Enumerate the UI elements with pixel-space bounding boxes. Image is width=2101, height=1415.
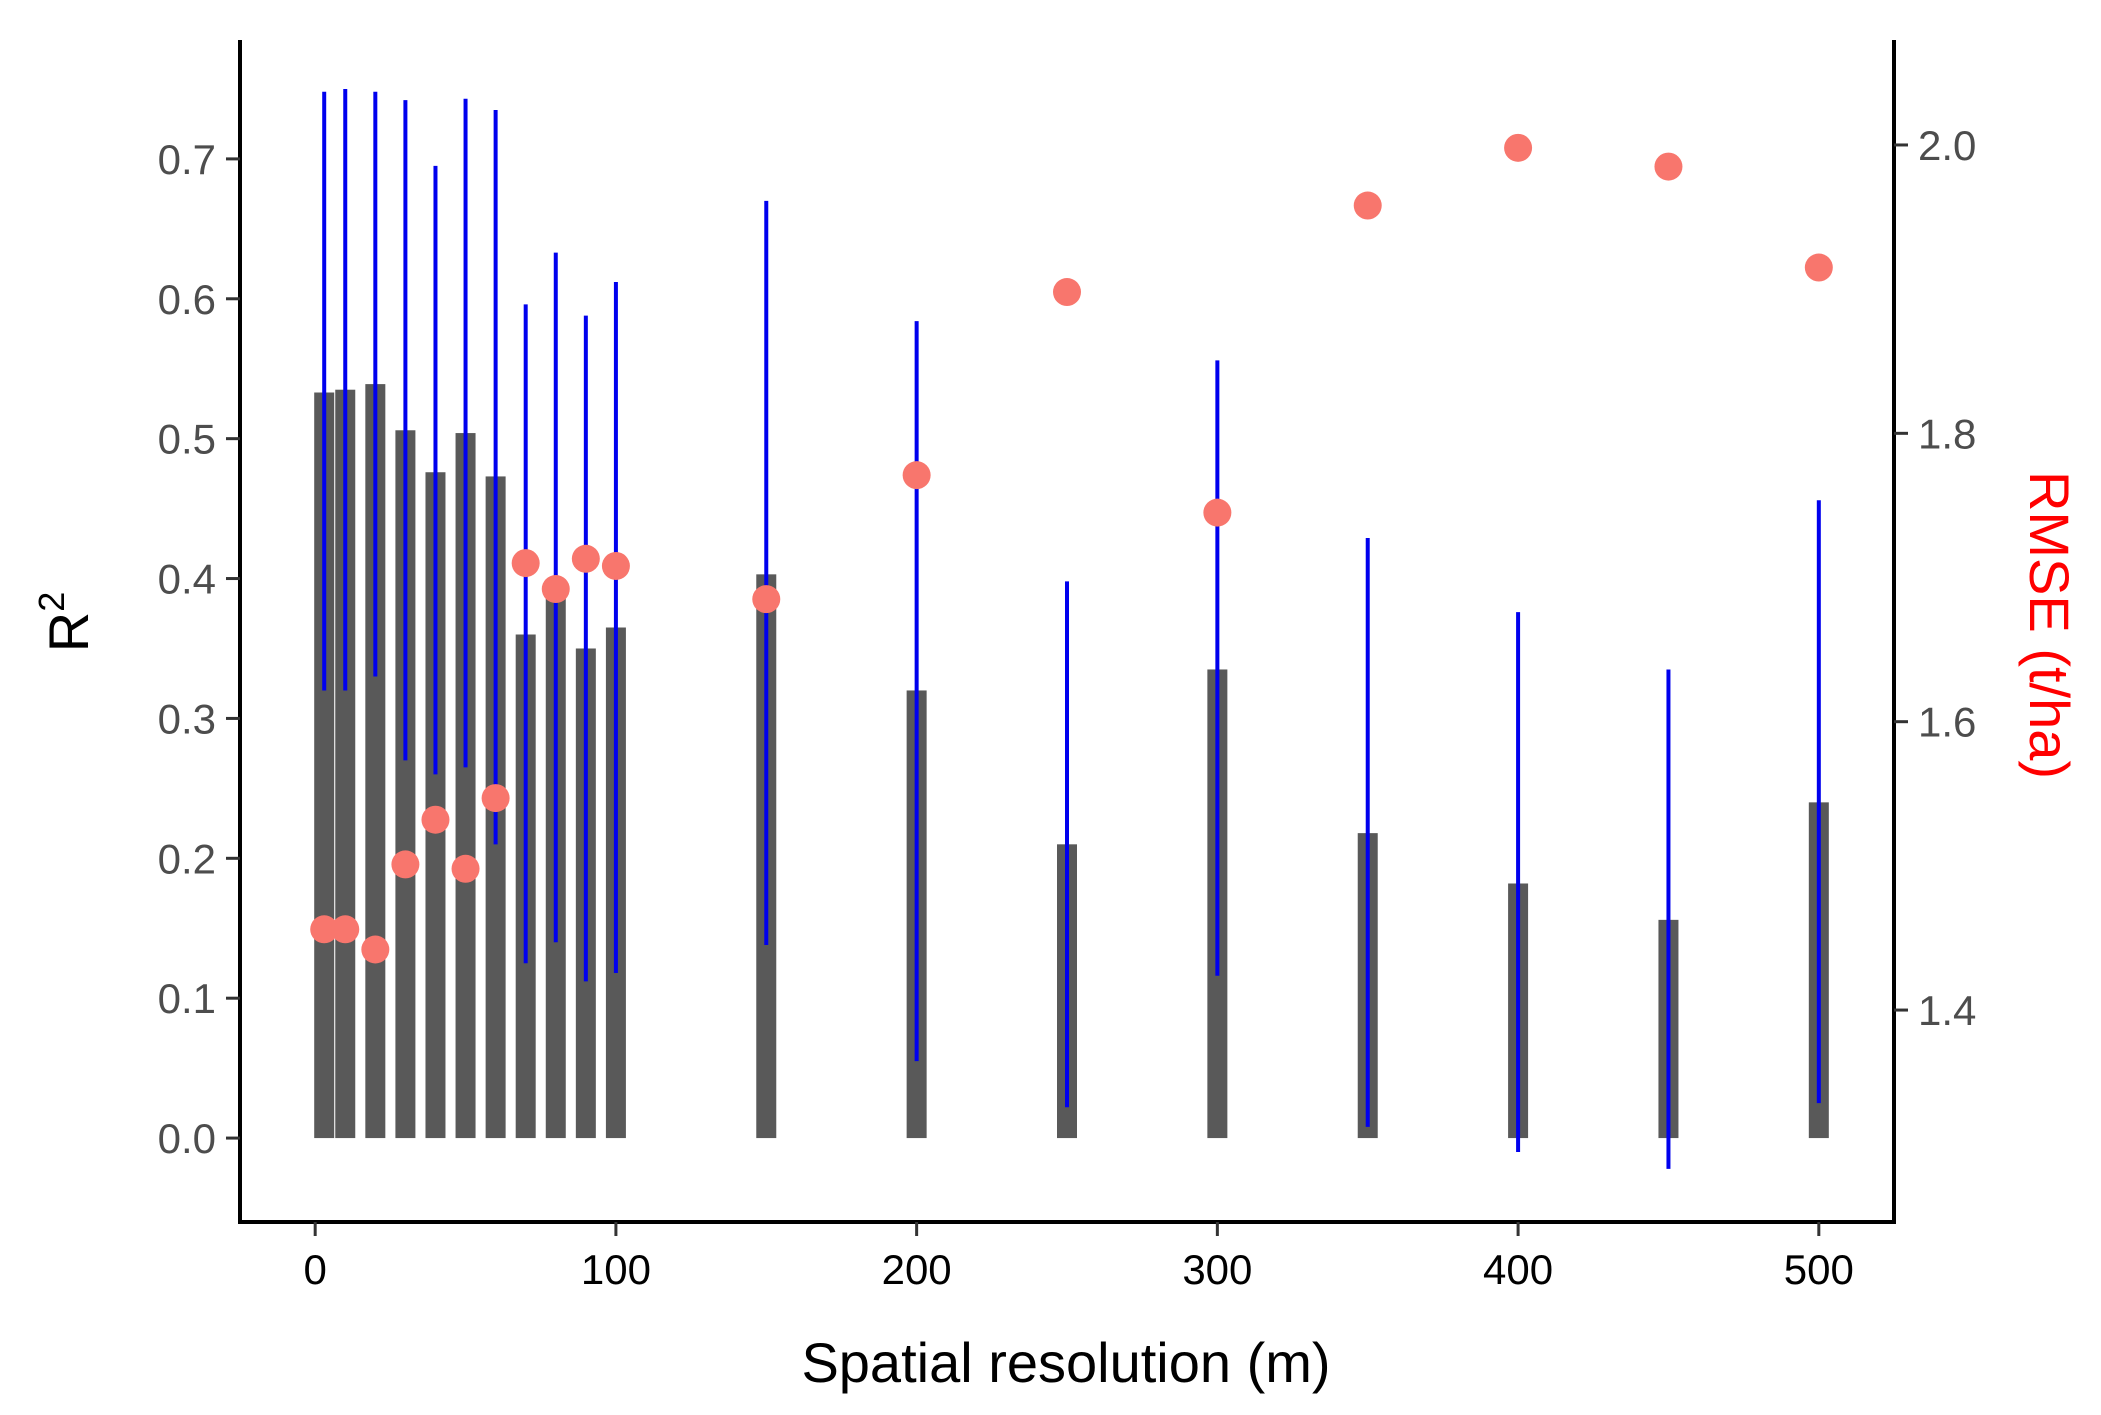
x-axis-title: Spatial resolution (m) <box>801 1331 1330 1394</box>
rmse-point <box>601 551 630 580</box>
y-axis-title-superscript: 2 <box>31 592 72 612</box>
rmse-point <box>310 915 339 944</box>
rmse-point <box>481 784 510 813</box>
rmse-point <box>511 549 540 578</box>
x-tick-label: 200 <box>882 1246 952 1293</box>
y2-tick-label: 1.8 <box>1918 410 1976 457</box>
x-tick-label: 400 <box>1483 1246 1553 1293</box>
r2-bar <box>425 472 446 1139</box>
rmse-point <box>1504 133 1533 162</box>
axes-layer: 0.0 0.1 0.2 0.3 0.4 0.5 0.6 0.7 1.4 1.6 1.8 2.0 0 100… <box>158 40 1976 1293</box>
y2-tick-label: 1.6 <box>1918 699 1976 746</box>
y2-tick-label: 1.4 <box>1918 987 1976 1034</box>
x-tick-label: 100 <box>581 1246 651 1293</box>
r2-bar <box>455 433 476 1139</box>
y-axis-title: R2 <box>31 592 100 652</box>
y-tick-label: 0.7 <box>158 136 216 183</box>
r2-bar <box>314 392 335 1139</box>
r2-bar <box>335 389 356 1139</box>
y-tick-label: 0.1 <box>158 975 216 1022</box>
rmse-point <box>1353 191 1382 220</box>
rmse-point <box>1804 253 1833 282</box>
x-tick-label: 0 <box>304 1246 327 1293</box>
y2-axis-title: RMSE (t/ha) <box>2018 471 2081 779</box>
x-tick-label: 500 <box>1784 1246 1854 1293</box>
x-tick-label: 300 <box>1182 1246 1252 1293</box>
rmse-points-layer <box>310 133 1833 964</box>
rmse-point <box>541 575 570 604</box>
r2-bar <box>395 430 416 1139</box>
rmse-point <box>331 915 360 944</box>
y2-tick-label: 2.0 <box>1918 122 1976 169</box>
rmse-point <box>902 461 931 490</box>
rmse-point <box>1203 498 1232 527</box>
rmse-point <box>1053 278 1081 307</box>
rmse-point <box>1654 152 1683 181</box>
rmse-point <box>752 585 781 614</box>
rmse-point <box>421 805 450 834</box>
rmse-point <box>361 935 390 964</box>
error-bars-layer <box>322 88 1821 1169</box>
y-axis-title-main: R <box>37 612 100 652</box>
y-tick-label: 0.2 <box>158 835 216 882</box>
bars-layer <box>314 384 1829 1139</box>
y-tick-label: 0.3 <box>158 695 216 742</box>
rmse-point <box>451 854 480 883</box>
rmse-point <box>571 544 600 573</box>
y-tick-label: 0.5 <box>158 416 216 463</box>
y-tick-label: 0.4 <box>158 556 216 603</box>
rmse-point <box>391 850 420 879</box>
y-tick-label: 0.0 <box>158 1115 216 1162</box>
y-tick-label: 0.6 <box>158 276 216 323</box>
